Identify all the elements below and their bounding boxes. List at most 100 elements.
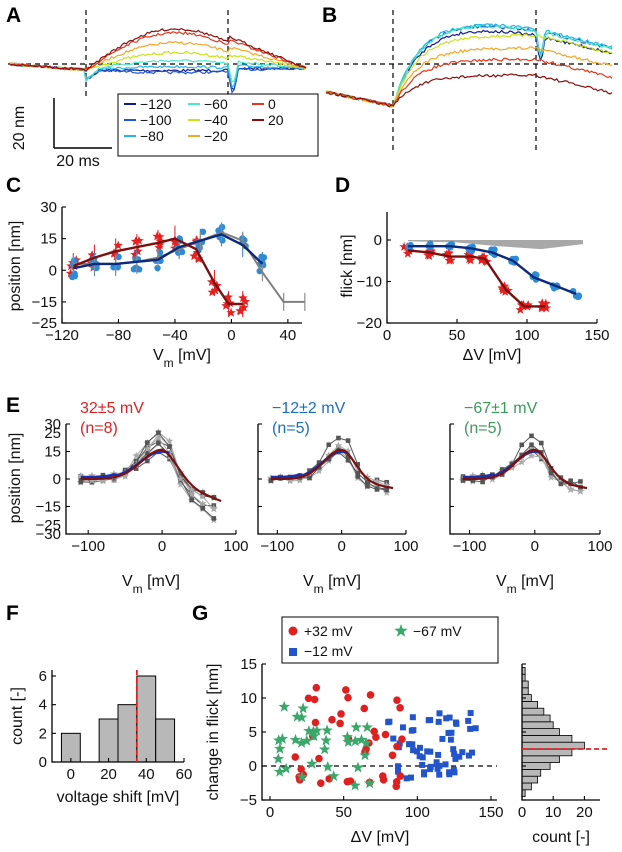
star-red <box>206 277 217 286</box>
trace-marker <box>154 433 163 442</box>
panel-d-xtick-label: 150 <box>584 327 609 344</box>
marginal-bar <box>521 782 532 791</box>
trace-marker <box>345 454 351 459</box>
trace-marker <box>307 475 312 481</box>
trace-marker <box>198 492 207 500</box>
trace-marker <box>519 452 525 458</box>
trace-marker <box>156 441 161 446</box>
marginal-bar <box>521 775 539 784</box>
legend-label: −60 <box>204 96 228 112</box>
star-red <box>444 255 455 265</box>
point-circle <box>370 727 378 736</box>
trace-marker <box>133 466 139 471</box>
point-star <box>274 765 286 777</box>
point-circle <box>316 779 325 787</box>
trace-marker <box>517 458 526 466</box>
point-square <box>467 725 474 732</box>
point-star <box>272 753 284 764</box>
point-circle <box>304 694 313 703</box>
panel-e-ylabel: position [nm] <box>7 433 24 524</box>
trace-marker <box>187 490 196 498</box>
panel-c-xtick-label: −40 <box>162 327 187 344</box>
marginal-bar <box>521 721 554 729</box>
point-square <box>451 750 458 757</box>
point-star <box>350 721 362 733</box>
trace-marker <box>189 497 194 503</box>
panel-c-ytick-label: 30 <box>40 199 57 216</box>
panel-g-xtick-label: 50 <box>335 804 352 821</box>
marginal-bar <box>521 748 573 757</box>
star-red <box>131 236 141 246</box>
dot-blue <box>491 246 498 253</box>
trace-marker <box>527 451 536 459</box>
trace-marker <box>268 478 274 483</box>
panel-e-ytick-label: 30 <box>44 416 61 433</box>
panel-g-xlabel: ΔV [mV] <box>351 829 410 846</box>
point-star <box>274 742 286 754</box>
trace-marker <box>529 442 534 448</box>
marginal-bar <box>521 741 585 750</box>
panel-e-xtick-label: −100 <box>453 538 487 555</box>
point-star <box>321 724 333 736</box>
trace-marker <box>539 440 544 446</box>
panel-label-d: D <box>335 174 350 197</box>
marginal-bar <box>521 687 529 695</box>
mean-curve-red <box>80 448 222 503</box>
star-red <box>221 300 231 310</box>
point-star <box>349 779 361 791</box>
panel-f-xtick-label: 0 <box>67 766 75 783</box>
panel-label-e: E <box>6 394 20 417</box>
point-star <box>273 734 285 746</box>
mean-curve-red <box>270 448 394 490</box>
trace-marker <box>334 441 343 449</box>
point-square <box>406 741 413 748</box>
panel-g-ylabel: change in flick [nm] <box>205 664 222 801</box>
point-circle <box>388 751 397 760</box>
star-red <box>113 240 123 250</box>
point-star <box>308 730 320 742</box>
point-star <box>359 749 371 761</box>
point-circle <box>325 775 333 783</box>
panel-e-xtick-label: −100 <box>260 538 294 555</box>
panel-d-xtick-label: 50 <box>449 327 466 344</box>
panel-d-ylabel: flick [nm] <box>339 234 356 297</box>
panel-c-xlabel: Vm [mV] <box>153 347 211 370</box>
star-red <box>441 249 452 259</box>
panel-d-xlabel: ΔV [mV] <box>463 347 522 364</box>
point-square <box>407 774 414 781</box>
panel-f-ytick-label: 0 <box>39 754 47 771</box>
trace-marker <box>557 477 565 485</box>
trace-marker <box>576 487 585 495</box>
legend-label: −20 <box>204 128 228 144</box>
star-red <box>154 242 164 252</box>
panel-c-ytick-label: −25 <box>32 315 57 332</box>
trace-marker <box>547 473 555 481</box>
panel-e-subplot-0: −100 0 100 −30 −15 0 15 30 −25 25 Vm [mV] 32±5 mV (n… <box>36 400 249 596</box>
point-circle <box>291 753 300 761</box>
trace-marker <box>145 440 150 445</box>
point-square <box>443 715 450 722</box>
trace-marker <box>145 458 150 464</box>
trace-marker <box>529 433 534 439</box>
trace-b-6 <box>325 57 613 107</box>
trace-marker <box>539 456 544 462</box>
marginal-bar <box>521 735 573 743</box>
panel-f-xtick-label: 60 <box>176 766 193 783</box>
star-red <box>239 302 249 312</box>
trace-marker <box>88 471 96 479</box>
point-square <box>465 752 472 759</box>
panel-e-xlabel: Vm [mV] <box>303 573 361 596</box>
panel-e-n-label: (n=5) <box>272 420 310 437</box>
star-red <box>65 268 76 278</box>
trace-marker <box>165 437 174 445</box>
panel-e-xtick-label: 100 <box>223 538 248 555</box>
panel-e-xtick-label: 0 <box>531 538 539 555</box>
panel-a-scalebar: 20 nm 20 ms <box>11 98 112 170</box>
point-circle <box>342 686 350 694</box>
star-red <box>479 251 489 261</box>
marginal-bar <box>521 701 539 709</box>
trace-marker <box>568 478 573 484</box>
point-star <box>276 732 288 744</box>
dot-blue <box>132 264 140 271</box>
marginal-bar <box>521 762 551 770</box>
